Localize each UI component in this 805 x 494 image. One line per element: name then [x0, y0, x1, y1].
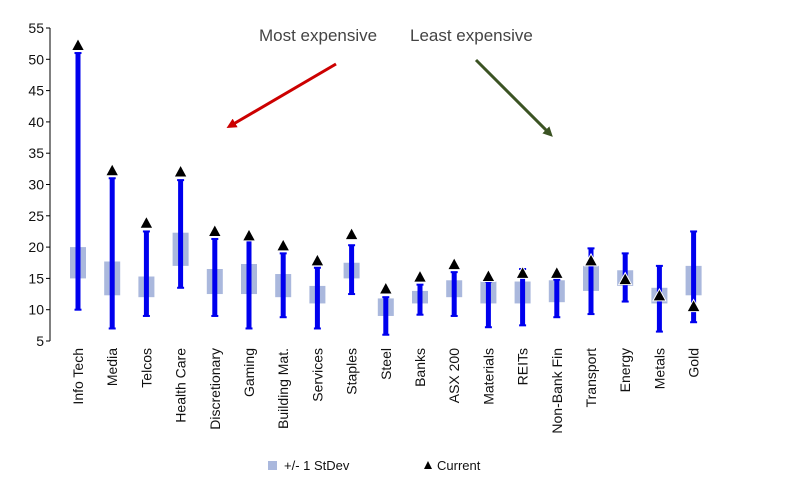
x-label-discretionary: Discretionary: [207, 348, 223, 430]
y-tick-label-15: 15: [28, 270, 44, 286]
current-marker-health-care: [173, 163, 188, 178]
x-label-transport: Transport: [583, 348, 599, 408]
range-bar-reits: [520, 269, 526, 326]
y-tick-label-55: 55: [28, 20, 44, 36]
legend-current-label: Current: [437, 458, 481, 473]
current-marker-staples: [344, 226, 359, 241]
range-bar-materials: [485, 281, 491, 328]
range-bar-transport: [588, 248, 594, 315]
annotation-most-expensive-label: Most expensive: [259, 26, 377, 45]
current-marker-asx-200: [446, 256, 462, 271]
range-bar-steel: [383, 297, 389, 335]
current-marker-info-tech: [70, 37, 86, 52]
range-bar-health-care: [178, 180, 184, 288]
range-bar-gaming: [246, 239, 252, 329]
range-bar-building-mat: [280, 253, 286, 318]
current-marker-gold: [686, 298, 701, 313]
y-tick-label-45: 45: [28, 83, 44, 99]
current-marker-metals: [652, 287, 667, 302]
x-label-gold: Gold: [686, 348, 702, 378]
current-marker-reits: [515, 265, 530, 279]
y-tick-label-35: 35: [28, 145, 44, 161]
x-label-staples: Staples: [344, 348, 360, 395]
range-bar-telcos: [143, 231, 149, 316]
current-marker-materials: [481, 268, 496, 283]
annotation-most-expensive: Most expensive: [226, 26, 377, 129]
x-axis-labels: Info Tech Media Telcos Health Care Discretio…: [70, 348, 702, 434]
x-label-gaming: Gaming: [241, 348, 257, 397]
current-markers: [70, 37, 701, 313]
y-tick-label-50: 50: [28, 51, 44, 67]
range-bar-discretionary: [212, 238, 218, 316]
x-label-telcos: Telcos: [138, 348, 154, 388]
range-bar-banks: [417, 284, 423, 315]
current-marker-building-mat: [275, 237, 291, 252]
x-label-materials: Materials: [480, 348, 496, 405]
legend: +/- 1 StDev Current: [268, 458, 481, 473]
range-bar-gold: [691, 231, 697, 323]
current-marker-steel: [378, 280, 394, 295]
current-marker-discretionary: [207, 223, 223, 237]
annotation-least-expensive-label: Least expensive: [410, 26, 533, 45]
x-label-health-care: Health Care: [173, 348, 189, 423]
y-tick-label-5: 5: [36, 333, 44, 349]
y-tick-label-40: 40: [28, 114, 44, 130]
x-label-banks: Banks: [412, 348, 428, 387]
x-label-metals: Metals: [651, 348, 667, 389]
legend-stdev-label: +/- 1 StDev: [284, 458, 350, 473]
annotation-least-expensive-arrow: [474, 58, 553, 137]
current-marker-gaming: [241, 227, 257, 242]
annotation-least-expensive: Least expensive: [410, 26, 553, 137]
current-marker-media: [104, 162, 120, 177]
x-label-non-bank-fin: Non-Bank Fin: [549, 348, 565, 434]
current-marker-banks: [412, 269, 428, 283]
y-axis: 5 10 15 20 25 30 35 40 45 50 55: [28, 20, 51, 349]
x-label-building-mat: Building Mat.: [275, 348, 291, 429]
current-marker-energy: [617, 271, 633, 286]
range-bar-staples: [349, 245, 355, 295]
x-label-energy: Energy: [617, 348, 633, 392]
annotation-most-expensive-arrow: [226, 62, 337, 129]
y-tick-label-25: 25: [28, 208, 44, 224]
range-bar-info-tech: [75, 53, 81, 310]
x-label-media: Media: [104, 348, 120, 386]
legend-stdev-swatch: [268, 461, 277, 470]
range-bar-media: [109, 178, 115, 329]
y-tick-label-10: 10: [28, 302, 44, 318]
range-bar-asx-200: [451, 272, 457, 316]
range-bar-services: [314, 267, 320, 329]
legend-current-marker: [424, 461, 432, 469]
current-marker-non-bank-fin: [549, 265, 565, 279]
current-marker-services: [310, 252, 325, 267]
x-label-reits: REITs: [515, 348, 531, 385]
x-label-info-tech: Info Tech: [70, 348, 86, 405]
y-tick-label-30: 30: [28, 177, 44, 193]
range-bar-non-bank-fin: [554, 279, 560, 318]
y-tick-label-20: 20: [28, 239, 44, 255]
x-label-steel: Steel: [378, 348, 394, 380]
x-label-services: Services: [309, 348, 325, 402]
current-marker-telcos: [139, 215, 154, 229]
current-marker-transport: [583, 252, 599, 267]
x-label-asx-200: ASX 200: [446, 348, 462, 403]
